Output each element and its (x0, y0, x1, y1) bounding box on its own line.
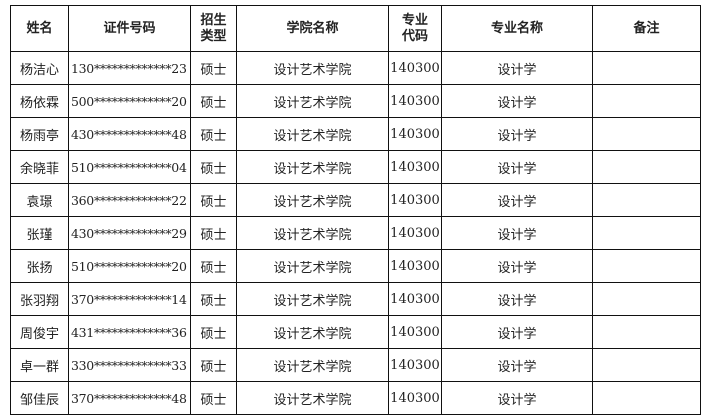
header-major-code: 专业代码 (388, 5, 442, 52)
header-name: 姓名 (10, 5, 69, 52)
cell-major-name: 设计学 (441, 348, 593, 382)
cell-remarks (592, 348, 701, 382)
cell-major-name: 设计学 (441, 183, 593, 217)
cell-college-name: 设计艺术学院 (236, 183, 389, 217)
admission-list-table: 姓名 证件号码 招生类型 学院名称 专业代码 专业名称 备注 杨洁心 130*********… (10, 5, 701, 415)
header-college-name: 学院名称 (236, 5, 389, 52)
cell-major-name: 设计学 (441, 216, 593, 250)
table-row: 卓一群 330*************33 硕士 设计艺术学院 140300 设计学 (10, 348, 701, 382)
cell-name: 余晓菲 (10, 150, 69, 184)
cell-remarks (592, 84, 701, 118)
table-row: 杨依霖 500*************20 硕士 设计艺术学院 140300 设计学 (10, 84, 701, 118)
cell-major-name: 设计学 (441, 150, 593, 184)
cell-admission-type: 硕士 (190, 381, 237, 415)
table-row: 张扬 510*************20 硕士 设计艺术学院 140300 设计学 (10, 249, 701, 283)
cell-major-name: 设计学 (441, 51, 593, 85)
cell-name: 邹佳辰 (10, 381, 69, 415)
cell-admission-type: 硕士 (190, 51, 237, 85)
cell-admission-type: 硕士 (190, 315, 237, 349)
cell-college-name: 设计艺术学院 (236, 117, 389, 151)
header-row: 姓名 证件号码 招生类型 学院名称 专业代码 专业名称 备注 (10, 5, 701, 52)
cell-remarks (592, 183, 701, 217)
cell-major-name: 设计学 (441, 84, 593, 118)
cell-remarks (592, 249, 701, 283)
cell-id-number: 430*************48 (68, 117, 191, 151)
header-id-number: 证件号码 (68, 5, 191, 52)
cell-college-name: 设计艺术学院 (236, 315, 389, 349)
cell-major-code: 140300 (388, 183, 442, 217)
cell-id-number: 370*************14 (68, 282, 191, 316)
cell-major-name: 设计学 (441, 249, 593, 283)
cell-remarks (592, 315, 701, 349)
cell-major-name: 设计学 (441, 117, 593, 151)
cell-id-number: 510*************04 (68, 150, 191, 184)
cell-id-number: 330*************33 (68, 348, 191, 382)
table-row: 张瑾 430*************29 硕士 设计艺术学院 140300 设计学 (10, 216, 701, 250)
cell-remarks (592, 117, 701, 151)
cell-name: 张羽翔 (10, 282, 69, 316)
cell-major-code: 140300 (388, 51, 442, 85)
header-admission-type: 招生类型 (190, 5, 237, 52)
cell-major-code: 140300 (388, 249, 442, 283)
cell-name: 张瑾 (10, 216, 69, 250)
cell-name: 卓一群 (10, 348, 69, 382)
table-row: 杨雨亭 430*************48 硕士 设计艺术学院 140300 设计学 (10, 117, 701, 151)
cell-admission-type: 硕士 (190, 282, 237, 316)
cell-name: 周俊宇 (10, 315, 69, 349)
cell-admission-type: 硕士 (190, 84, 237, 118)
table-row: 袁璟 360*************22 硕士 设计艺术学院 140300 设计学 (10, 183, 701, 217)
cell-major-code: 140300 (388, 315, 442, 349)
cell-major-name: 设计学 (441, 282, 593, 316)
header-major-name: 专业名称 (441, 5, 593, 52)
cell-admission-type: 硕士 (190, 348, 237, 382)
cell-college-name: 设计艺术学院 (236, 51, 389, 85)
cell-major-name: 设计学 (441, 381, 593, 415)
cell-college-name: 设计艺术学院 (236, 348, 389, 382)
cell-id-number: 510*************20 (68, 249, 191, 283)
cell-id-number: 500*************20 (68, 84, 191, 118)
cell-major-code: 140300 (388, 282, 442, 316)
cell-major-name: 设计学 (441, 315, 593, 349)
cell-name: 张扬 (10, 249, 69, 283)
cell-college-name: 设计艺术学院 (236, 216, 389, 250)
cell-college-name: 设计艺术学院 (236, 150, 389, 184)
cell-admission-type: 硕士 (190, 150, 237, 184)
cell-admission-type: 硕士 (190, 249, 237, 283)
cell-major-code: 140300 (388, 150, 442, 184)
cell-id-number: 130*************23 (68, 51, 191, 85)
table-row: 杨洁心 130*************23 硕士 设计艺术学院 140300 设计学 (10, 51, 701, 85)
cell-college-name: 设计艺术学院 (236, 381, 389, 415)
table-row: 周俊宇 431*************36 硕士 设计艺术学院 140300 设计学 (10, 315, 701, 349)
cell-name: 袁璟 (10, 183, 69, 217)
table-row: 张羽翔 370*************14 硕士 设计艺术学院 140300 设计学 (10, 282, 701, 316)
cell-name: 杨洁心 (10, 51, 69, 85)
cell-id-number: 360*************22 (68, 183, 191, 217)
cell-major-code: 140300 (388, 381, 442, 415)
cell-id-number: 431*************36 (68, 315, 191, 349)
cell-major-code: 140300 (388, 216, 442, 250)
cell-admission-type: 硕士 (190, 216, 237, 250)
cell-major-code: 140300 (388, 348, 442, 382)
table-row: 邹佳辰 370*************48 硕士 设计艺术学院 140300 设计学 (10, 381, 701, 415)
cell-admission-type: 硕士 (190, 183, 237, 217)
cell-college-name: 设计艺术学院 (236, 84, 389, 118)
cell-name: 杨雨亭 (10, 117, 69, 151)
header-remarks: 备注 (592, 5, 701, 52)
cell-college-name: 设计艺术学院 (236, 249, 389, 283)
cell-id-number: 370*************48 (68, 381, 191, 415)
cell-remarks (592, 51, 701, 85)
cell-remarks (592, 150, 701, 184)
table-row: 余晓菲 510*************04 硕士 设计艺术学院 140300 设计学 (10, 150, 701, 184)
cell-remarks (592, 216, 701, 250)
cell-remarks (592, 282, 701, 316)
cell-major-code: 140300 (388, 117, 442, 151)
cell-admission-type: 硕士 (190, 117, 237, 151)
cell-major-code: 140300 (388, 84, 442, 118)
cell-remarks (592, 381, 701, 415)
cell-name: 杨依霖 (10, 84, 69, 118)
cell-college-name: 设计艺术学院 (236, 282, 389, 316)
cell-id-number: 430*************29 (68, 216, 191, 250)
